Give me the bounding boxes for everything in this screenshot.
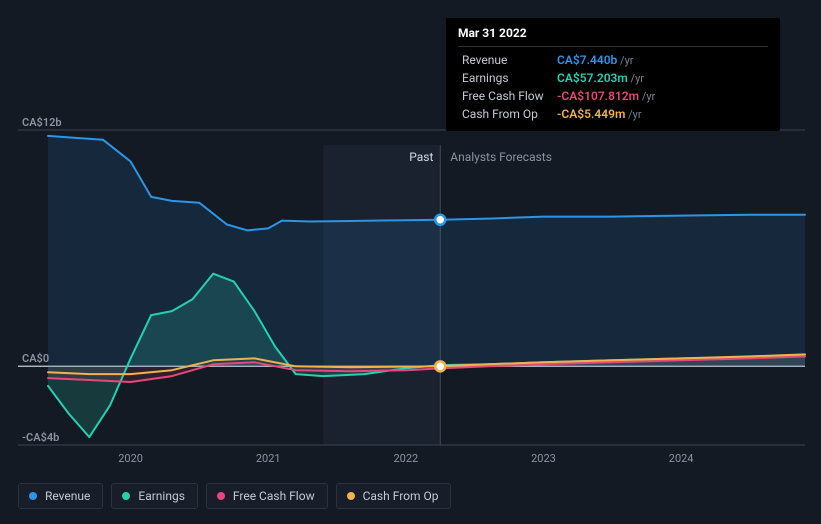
legend-item-earnings[interactable]: Earnings <box>111 483 198 509</box>
x-axis-tick: 2021 <box>256 452 281 465</box>
legend-label: Revenue <box>45 489 90 503</box>
x-axis-tick: 2022 <box>393 452 418 465</box>
y-axis-label: CA$12b <box>22 116 62 129</box>
y-axis-label: CA$0 <box>22 352 49 365</box>
chart-legend: Revenue Earnings Free Cash Flow Cash From O… <box>18 483 451 509</box>
y-axis-label: -CA$4b <box>22 431 59 444</box>
tooltip-title: Mar 31 2022 <box>458 26 768 40</box>
legend-item-revenue[interactable]: Revenue <box>18 483 103 509</box>
legend-swatch <box>347 492 355 500</box>
legend-swatch <box>29 492 37 500</box>
legend-item-cfo[interactable]: Cash From Op <box>336 483 452 509</box>
x-axis-tick: 2024 <box>669 452 694 465</box>
financial-forecast-chart: Mar 31 2022 RevenueCA$7.440b /yrEarnings… <box>0 0 821 524</box>
legend-item-fcf[interactable]: Free Cash Flow <box>206 483 328 509</box>
section-label-forecast: Analysts Forecasts <box>450 150 552 164</box>
legend-swatch <box>217 492 225 500</box>
legend-label: Earnings <box>138 489 185 503</box>
x-axis-tick: 2023 <box>531 452 556 465</box>
x-axis-tick: 2020 <box>118 452 143 465</box>
legend-swatch <box>122 492 130 500</box>
section-label-past: Past <box>409 150 433 164</box>
tooltip-table: RevenueCA$7.440b /yrEarningsCA$57.203m /… <box>458 51 768 123</box>
chart-tooltip: Mar 31 2022 RevenueCA$7.440b /yrEarnings… <box>446 18 780 131</box>
legend-label: Free Cash Flow <box>233 489 315 503</box>
legend-label: Cash From Op <box>363 489 439 503</box>
